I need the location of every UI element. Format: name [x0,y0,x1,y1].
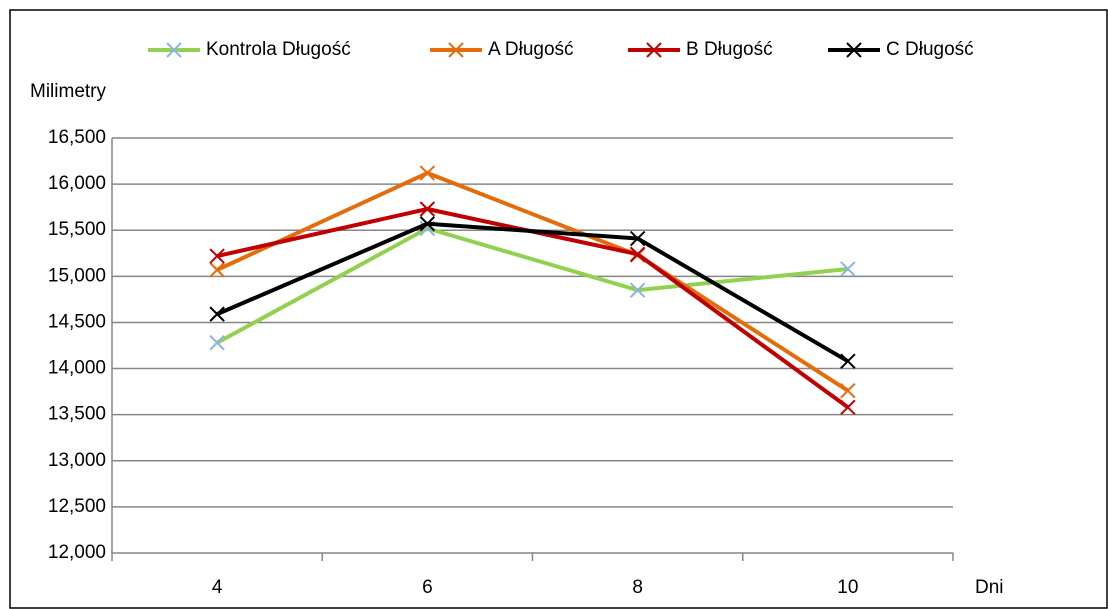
series-line [216,171,849,393]
y-tick-label: 16,000 [48,173,106,194]
x-tick-label: 6 [422,577,433,598]
marker [209,248,225,264]
chart-frame [9,9,1108,609]
marker [209,262,225,278]
marker [629,246,646,262]
y-tick-label: 12,500 [48,496,106,517]
y-tick-label: 16,500 [48,127,106,148]
x-tick-label: 10 [837,577,858,598]
y-tick-label: 15,500 [48,219,106,240]
legend-label: B Długość [686,39,773,60]
legend-marker [846,42,862,58]
legend-label: A Długość [488,39,574,60]
marker [419,201,436,217]
marker [840,353,856,369]
marker [419,165,436,181]
marker [209,306,225,322]
legend-marker [448,42,464,58]
x-tick-label: 4 [212,577,223,598]
marker [419,216,436,232]
y-tick-label: 12,000 [48,542,106,563]
y-tick-label: 13,500 [48,404,106,425]
marker [209,335,225,351]
marker [629,230,646,247]
y-tick-label: 14,000 [48,358,106,379]
series-line [216,221,849,363]
legend-label: C Długość [886,39,974,60]
marker [840,382,856,399]
x-axis-title: Dni [975,577,1004,598]
marker [840,261,856,277]
y-tick-label: 15,000 [48,265,106,286]
y-tick-label: 14,500 [48,311,106,332]
legend-label: Kontrola Długość [206,39,351,60]
legend-marker [646,42,662,58]
marker [629,282,646,298]
legend-marker [166,42,182,58]
marker [840,399,856,415]
y-axis-title: Milimetry [30,81,106,102]
x-tick-label: 8 [632,577,643,598]
y-tick-label: 13,000 [48,450,106,471]
series-line [216,226,849,345]
